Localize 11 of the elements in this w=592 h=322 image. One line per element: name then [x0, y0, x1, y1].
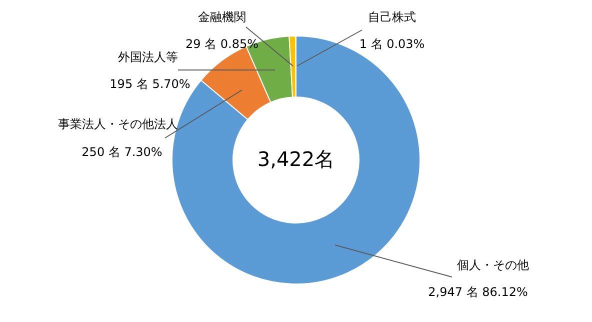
slice-label: 金融機関	[198, 10, 246, 24]
data-label: 1 名 0.03%	[359, 37, 425, 51]
slice-label: 自己株式	[368, 10, 416, 24]
text: 3,422名	[257, 147, 335, 171]
slice-label: 事業法人・その他法人	[58, 117, 178, 131]
data-label: 250 名 7.30%	[82, 145, 162, 159]
data-label: 29 名 0.85%	[185, 37, 259, 51]
slice-label: 個人・その他	[457, 258, 529, 272]
slice-label: 外国法人等	[118, 50, 178, 64]
data-label: 2,947 名 86.12%	[428, 285, 528, 299]
data-label: 195 名 5.70%	[110, 77, 190, 91]
